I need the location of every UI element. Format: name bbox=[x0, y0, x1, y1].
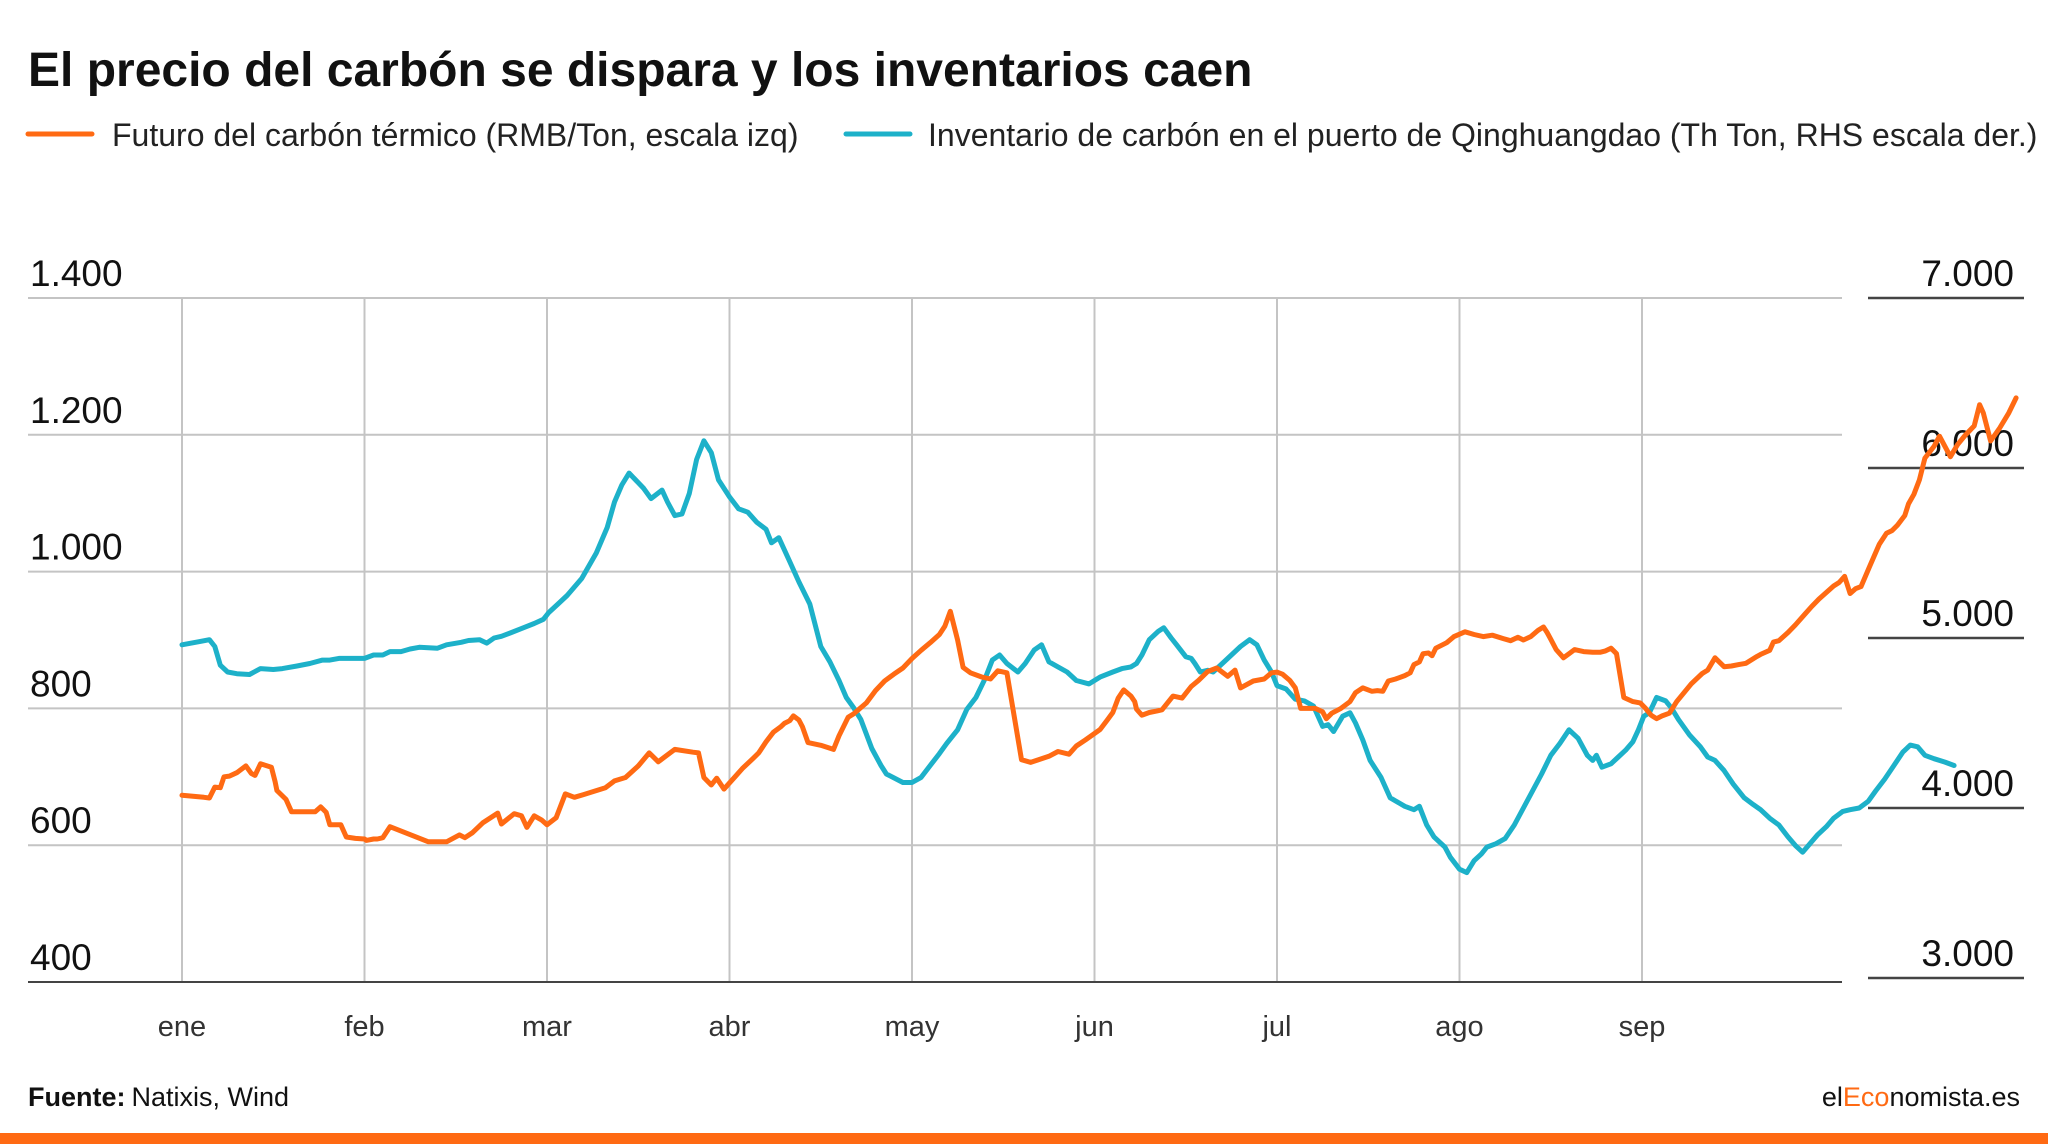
x-tick-may: may bbox=[885, 1011, 940, 1043]
source-text: Natixis, Wind bbox=[132, 1082, 290, 1112]
left-tick-1400: 1.400 bbox=[30, 253, 123, 294]
left-tick-1200: 1.200 bbox=[30, 390, 123, 431]
x-tick-abr: abr bbox=[709, 1011, 751, 1043]
legend: Futuro del carbón térmico (RMB/Ton, esca… bbox=[25, 117, 2037, 153]
source-label: Fuente: bbox=[28, 1082, 126, 1112]
brand-logo: elEconomista.es bbox=[1822, 1082, 2020, 1112]
left-tick-1000: 1.000 bbox=[30, 527, 123, 568]
left-tick-600: 600 bbox=[30, 800, 92, 841]
series-lines bbox=[179, 395, 2019, 876]
x-tick-feb: feb bbox=[344, 1011, 384, 1043]
x-axis-ticks: ene feb mar abr may jun jul ago sep bbox=[158, 1011, 1666, 1043]
left-tick-800: 800 bbox=[30, 663, 92, 704]
right-tick-7000: 7.000 bbox=[1921, 253, 2014, 294]
brand-suffix: nomista.es bbox=[1889, 1082, 2020, 1112]
horizontal-gridlines bbox=[28, 297, 1842, 983]
x-tick-jun: jun bbox=[1074, 1011, 1114, 1043]
chart-title: El precio del carbón se dispara y los in… bbox=[28, 44, 1252, 97]
x-tick-ago: ago bbox=[1435, 1011, 1483, 1043]
brand-highlight: Eco bbox=[1843, 1082, 1890, 1112]
x-tick-sep: sep bbox=[1619, 1011, 1666, 1043]
legend-label-port-inventory: Inventario de carbón en el puerto de Qin… bbox=[928, 117, 2037, 153]
left-axis-ticks: 400 600 800 1.000 1.200 1.400 bbox=[30, 253, 123, 978]
right-tick-3000: 3.000 bbox=[1921, 933, 2014, 974]
legend-label-coal-futures: Futuro del carbón térmico (RMB/Ton, esca… bbox=[112, 117, 798, 153]
x-tick-jul: jul bbox=[1261, 1011, 1291, 1043]
source-note: Fuente: Natixis, Wind bbox=[28, 1082, 289, 1112]
left-tick-400: 400 bbox=[30, 937, 92, 978]
vertical-gridlines bbox=[181, 298, 1643, 982]
brand-prefix: el bbox=[1822, 1082, 1843, 1112]
bottom-accent-bar bbox=[0, 1133, 2048, 1144]
right-tick-4000: 4.000 bbox=[1921, 763, 2014, 804]
right-tick-5000: 5.000 bbox=[1921, 593, 2014, 634]
x-tick-ene: ene bbox=[158, 1011, 206, 1043]
series-line-coal-futures bbox=[179, 395, 2019, 845]
x-tick-mar: mar bbox=[522, 1011, 572, 1043]
series-line-port-inventory bbox=[179, 438, 1957, 876]
